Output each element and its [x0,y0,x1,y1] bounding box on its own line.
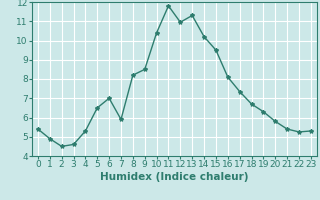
X-axis label: Humidex (Indice chaleur): Humidex (Indice chaleur) [100,172,249,182]
